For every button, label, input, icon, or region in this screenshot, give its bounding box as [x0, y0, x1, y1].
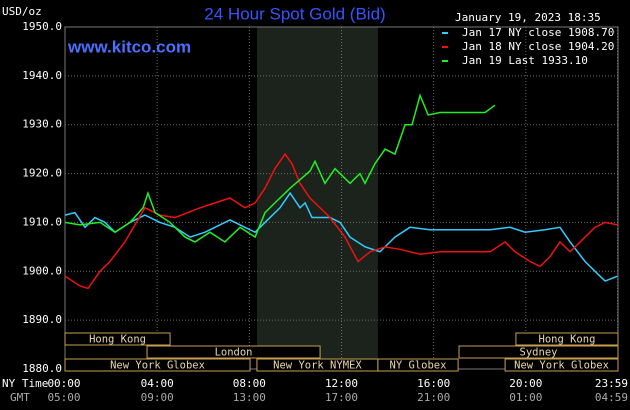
- session-label: New York NYMEX: [273, 360, 362, 372]
- highlight-range: [256, 27, 378, 369]
- y-tick-label: 1880.0: [22, 362, 62, 375]
- legend-entry: Jan 18 NY close 1904.20: [462, 40, 614, 53]
- x-tick-label: 12:00: [325, 377, 358, 390]
- x-tick-label: 23:59: [595, 377, 628, 390]
- session-label: Sydney: [520, 347, 558, 359]
- gmt-tick-label: 04:59: [595, 391, 628, 404]
- session-label: Hong Kong: [539, 334, 596, 346]
- session-bar: [146, 345, 321, 359]
- session-bar: [64, 332, 171, 346]
- x-tick-label: 20:00: [509, 377, 542, 390]
- gmt-tick-label: 09:00: [141, 391, 174, 404]
- x-axis-label: NY Time: [2, 377, 48, 390]
- session-bar: [64, 358, 251, 372]
- session-label: New York Globex: [514, 360, 609, 372]
- session-bar: [377, 358, 459, 372]
- legend-entry: Jan 17 NY close 1908.70: [462, 26, 614, 39]
- x-tick-label: 00:00: [47, 377, 80, 390]
- x-tick-label: 08:00: [233, 377, 266, 390]
- x-tick-label: 16:00: [417, 377, 450, 390]
- y-tick-label: 1950.0: [22, 20, 62, 33]
- y-axis-label: USD/oz: [2, 5, 42, 18]
- price-line: [64, 93, 496, 243]
- gmt-tick-label: 05:00: [47, 391, 80, 404]
- session-label: NY Globex: [390, 360, 447, 372]
- session-bar: [504, 358, 619, 372]
- y-tick-label: 1900.0: [22, 264, 62, 277]
- session-bar: [515, 332, 619, 346]
- y-tick-label: 1890.0: [22, 313, 62, 326]
- session-label: London: [215, 347, 253, 359]
- y-tick-label: 1940.0: [22, 69, 62, 82]
- source: www.kitco.com: [67, 37, 191, 56]
- gmt-tick-label: 01:00: [509, 391, 542, 404]
- y-tick-label: 1920.0: [22, 167, 62, 180]
- gmt-tick-label: 13:00: [233, 391, 266, 404]
- session-label: New York Globex: [110, 360, 205, 372]
- chart-title: 24 Hour Spot Gold (Bid): [204, 4, 385, 23]
- y-tick-label: 1930.0: [22, 118, 62, 131]
- y-tick-label: 1910.0: [22, 215, 62, 228]
- x-tick-label: 04:00: [141, 377, 174, 390]
- session-label: Hong Kong: [89, 334, 146, 346]
- timestamp: January 19, 2023 18:35: [455, 11, 601, 24]
- gmt-tick-label: 17:00: [325, 391, 358, 404]
- x2-axis-label: GMT: [10, 391, 30, 404]
- legend-entry: Jan 19 Last 1933.10: [462, 54, 588, 67]
- gmt-tick-label: 21:00: [417, 391, 450, 404]
- session-bar: [458, 345, 619, 359]
